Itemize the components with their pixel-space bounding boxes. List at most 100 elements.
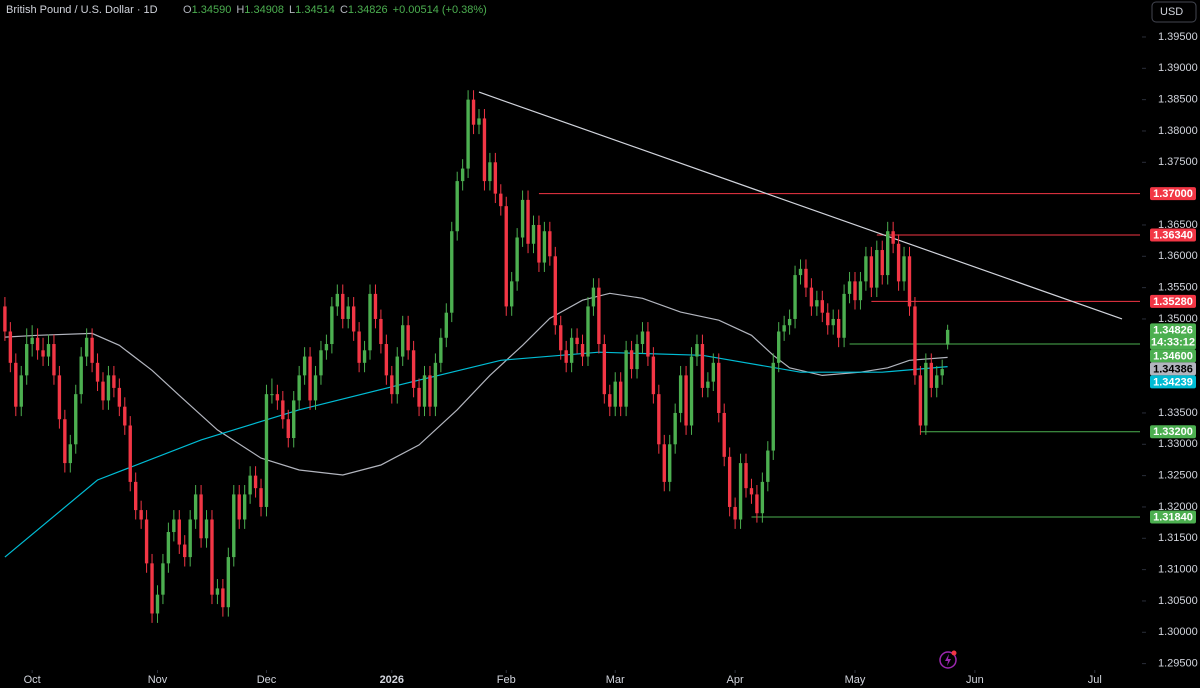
y-tick-label: 1.30500 [1158,595,1198,607]
candle-body [678,375,683,413]
price-badge-label: 14:33:12 [1151,336,1195,348]
candle-body [411,350,416,388]
candle-body [591,287,596,307]
x-tick-label: Jun [966,674,984,686]
candle-body [41,350,45,357]
candle-body [368,293,372,351]
candle-body [471,99,476,125]
candle-body [864,256,868,282]
candle-body [826,312,830,326]
candle-body [695,344,699,357]
candle-body [455,181,459,232]
candle-body [161,563,165,595]
candle-body [804,268,808,288]
candle-body [259,488,263,507]
candle-body [499,193,503,207]
candle-body [907,256,912,307]
candle-body [270,394,274,396]
candle-body [569,337,574,363]
flash-icon-ring[interactable] [939,651,957,669]
currency-button[interactable] [1151,1,1197,23]
candle-body [346,306,350,319]
price-badge [1150,349,1196,363]
candle-body [602,344,607,395]
ohlc-readout: O1.34590 H1.34908 L1.34514 C1.34826 +0.00514… [183,4,487,16]
symbol-title: British Pound / U.S. Dollar · 1D [6,4,158,16]
candle-body [738,463,743,520]
candle-body [940,369,944,376]
candle-body [177,519,181,545]
candle-body [74,394,78,445]
moving-average [4,351,948,558]
candle-body [292,400,296,439]
price-badge [1150,425,1196,439]
candle-body [8,331,13,363]
candle-body [330,306,334,345]
candle-body [635,344,639,370]
candle-body [68,444,72,464]
y-tick-label: 1.33000 [1158,438,1198,450]
candle-body [689,356,694,426]
x-tick-label: Jul [1088,674,1102,686]
candle-body [488,162,492,182]
candle-body [537,224,541,263]
candle-body [727,456,732,507]
price-badge [1150,510,1196,524]
candle-body [275,394,280,401]
candle-body [945,329,950,345]
ohlc-value: 1.34590 [192,4,232,16]
candle-body [520,199,525,238]
candle-body [172,519,176,533]
candle-body [3,306,7,332]
candle-body [749,488,754,495]
candle-body [79,356,83,395]
candle-body [706,381,710,388]
candle-body [439,337,443,363]
y-tick-label: 1.33500 [1158,407,1198,419]
candle-body [526,199,530,244]
candle-body [597,287,601,345]
x-tick-label: Feb [497,674,516,686]
candle-body [722,412,726,457]
candle-body [787,318,792,326]
candle-body [433,362,438,407]
candle-body [19,375,23,407]
flash-icon-dot[interactable] [951,650,957,656]
candle-body [924,362,928,426]
ohlc-value: 1.34826 [348,4,388,16]
x-tick-label: 2026 [380,674,404,686]
price-badge-label: 1.33200 [1153,426,1193,438]
candle-body [580,344,585,357]
flash-icon-bolt[interactable] [945,654,951,666]
candle-body [57,375,62,420]
x-tick-label: Oct [24,674,41,686]
candle-body [193,494,198,520]
currency-label[interactable]: USD [1160,6,1183,18]
ohlc-value: 1.34514 [295,4,335,16]
candle-body [493,162,498,194]
candle-body [35,337,40,351]
candle-body [264,394,269,507]
candle-body [651,356,656,395]
candle-body [820,300,824,313]
price-badge-label: 1.34239 [1153,376,1193,388]
candle-body [684,375,688,426]
candle-body [798,268,803,276]
price-badge [1150,362,1196,376]
ohlc-key: O [183,4,192,16]
candle-body [608,394,612,407]
candle-body [640,331,645,345]
x-tick-label: Apr [727,674,744,686]
price-badge-label: 1.34826 [1153,324,1193,336]
candle-body [117,387,122,407]
candle-body [515,237,519,282]
candle-body [744,463,748,489]
candle-body [717,362,721,413]
flash-icon[interactable] [939,650,957,669]
candle-body [793,275,797,319]
candle-body [232,494,236,558]
candle-body [875,250,879,288]
candle-body [226,557,231,608]
y-tick-label: 1.35500 [1158,282,1198,294]
